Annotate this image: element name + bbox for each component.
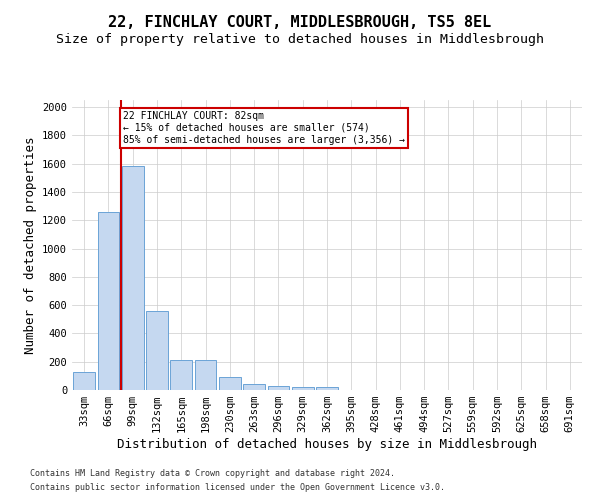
Text: 22, FINCHLAY COURT, MIDDLESBROUGH, TS5 8EL: 22, FINCHLAY COURT, MIDDLESBROUGH, TS5 8…: [109, 15, 491, 30]
Bar: [73, 372, 95, 390]
Bar: [97, 212, 119, 390]
Bar: [194, 360, 217, 390]
Bar: [268, 386, 289, 390]
Text: 22 FINCHLAY COURT: 82sqm
← 15% of detached houses are smaller (574)
85% of semi-: 22 FINCHLAY COURT: 82sqm ← 15% of detach…: [123, 112, 405, 144]
Y-axis label: Number of detached properties: Number of detached properties: [23, 136, 37, 354]
Bar: [146, 311, 168, 390]
Bar: [122, 166, 143, 390]
Text: Size of property relative to detached houses in Middlesbrough: Size of property relative to detached ho…: [56, 32, 544, 46]
Bar: [219, 378, 241, 390]
Text: Contains public sector information licensed under the Open Government Licence v3: Contains public sector information licen…: [30, 484, 445, 492]
Text: Contains HM Land Registry data © Crown copyright and database right 2024.: Contains HM Land Registry data © Crown c…: [30, 468, 395, 477]
Bar: [292, 388, 314, 390]
Bar: [316, 388, 338, 390]
X-axis label: Distribution of detached houses by size in Middlesbrough: Distribution of detached houses by size …: [117, 438, 537, 451]
Bar: [243, 384, 265, 390]
Bar: [170, 360, 192, 390]
